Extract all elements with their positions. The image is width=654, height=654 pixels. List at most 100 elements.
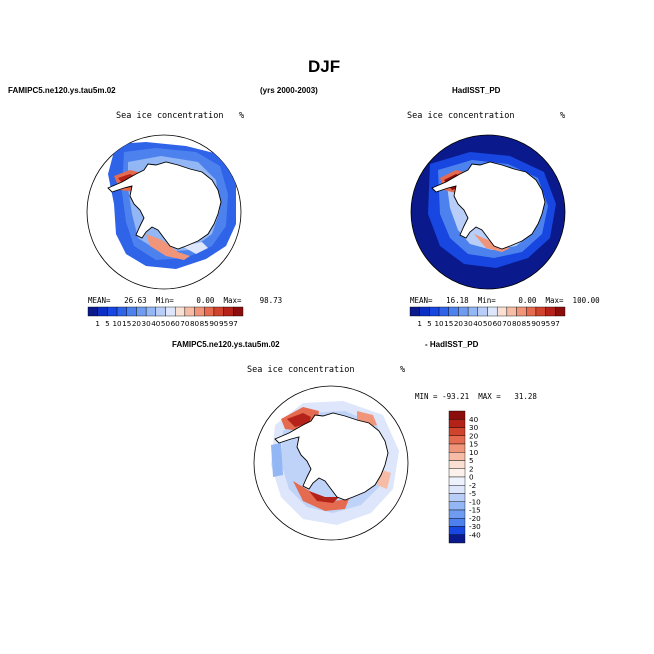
colorbar-swatch	[506, 306, 517, 317]
colorbar-swatch	[448, 476, 466, 486]
colorbar-tick-label: 0	[469, 473, 474, 482]
colorbar-swatch	[448, 518, 466, 527]
right-header: HadISST_PD	[452, 86, 501, 95]
colorbar-obs: 1 5 10 15 20 30 40 50 60 70 80 85 90 95 97	[409, 306, 566, 328]
colorbar-tick-label: 70	[502, 319, 512, 328]
colorbar-swatch	[409, 306, 420, 317]
ice-field	[146, 234, 190, 260]
colorbar-tick-label: 95	[541, 319, 550, 328]
colorbar-tick-label: -2	[469, 481, 476, 490]
colorbar-tick-label: 95	[219, 319, 228, 328]
colorbar-swatch	[448, 493, 466, 502]
colorbar-tick-label: 80	[190, 319, 200, 328]
colorbar-swatch	[448, 410, 466, 420]
colorbar-tick-label: 5	[469, 456, 474, 465]
colorbar-tick-label: -40	[469, 530, 481, 539]
colorbar-swatch	[448, 534, 466, 544]
colorbar-tick-label: 2	[469, 464, 474, 473]
colorbar-tick-label: 15	[122, 319, 131, 328]
center-header: (yrs 2000-2003)	[260, 86, 318, 95]
colorbar-swatch	[448, 306, 459, 317]
colorbar-tick-label: 85	[522, 319, 531, 328]
colorbar-tick-label: 40	[151, 319, 161, 328]
colorbar-swatch	[204, 306, 215, 317]
antarctica-outline	[274, 412, 389, 501]
left-header: FAMIPC5.ne120.ys.tau5m.02	[8, 86, 116, 95]
colorbar-swatch	[429, 306, 440, 317]
diff-header-left: FAMIPC5.ne120.ys.tau5m.02	[172, 340, 280, 349]
colorbar-tick-label: -5	[469, 489, 476, 498]
colorbar-tick-label: 90	[531, 319, 541, 328]
ice-field	[293, 481, 349, 511]
colorbar-tick-label: 40	[473, 319, 483, 328]
colorbar-swatch	[87, 306, 98, 317]
diff-header-right: - HadISST_PD	[425, 340, 479, 349]
colorbar-swatch	[184, 306, 195, 317]
ice-field	[271, 443, 283, 477]
colorbar-swatch	[448, 509, 466, 519]
colorbar-tick-label: 15	[469, 440, 478, 449]
colorbar-tick-label: 15	[444, 319, 453, 328]
colorbar-swatch	[438, 306, 449, 317]
colorbar-swatch	[136, 306, 147, 317]
colorbar-tick-label: 97	[229, 319, 238, 328]
colorbar-swatch	[448, 485, 466, 494]
panel-obs-label: Sea ice concentration	[407, 111, 515, 121]
colorbar-swatch	[233, 306, 244, 317]
colorbar-tick-label: 10	[434, 319, 444, 328]
colorbar-tick-label: 80	[512, 319, 522, 328]
colorbar-swatch	[145, 306, 157, 317]
colorbar-tick-label: 20	[132, 319, 142, 328]
colorbar-tick-label: 30	[469, 423, 479, 432]
colorbar-swatch	[448, 443, 466, 453]
colorbar-swatch	[448, 419, 466, 428]
colorbar-tick-label: 1	[417, 319, 422, 328]
colorbar-swatch	[545, 306, 556, 317]
colorbar-tick-label: 20	[469, 431, 479, 440]
colorbar-tick-label: 10	[469, 448, 479, 457]
colorbar-swatch	[448, 468, 466, 478]
colorbar-tick-label: 60	[171, 319, 181, 328]
panel-obs-stats: MEAN= 16.18 Min= 0.00 Max= 100.00	[410, 296, 600, 305]
antarctica-outline	[431, 161, 546, 250]
panel-model-units: %	[239, 111, 245, 121]
colorbar-model: 1 5 10 15 20 30 40 50 60 70 80 85 90 95 97	[87, 306, 244, 328]
colorbar-swatch	[155, 306, 166, 317]
colorbar-swatch	[223, 306, 234, 317]
colorbar-swatch	[194, 306, 205, 317]
colorbar-swatch	[467, 306, 479, 317]
panel-diff-minmax: MIN = -93.21 MAX = 31.28	[415, 392, 537, 401]
colorbar-swatch	[126, 306, 137, 317]
colorbar-swatch	[458, 306, 469, 317]
colorbar-tick-label: 97	[551, 319, 560, 328]
colorbar-swatch	[419, 306, 430, 317]
colorbar-tick-label: 10	[112, 319, 122, 328]
colorbar-tick-label: 5	[105, 319, 110, 328]
colorbar-tick-label: 30	[142, 319, 152, 328]
colorbar-swatch	[448, 427, 466, 436]
panel-diff-label: Sea ice concentration	[247, 365, 355, 375]
colorbar-swatch	[477, 306, 488, 317]
colorbar-swatch	[116, 306, 127, 317]
colorbar-tick-label: 90	[209, 319, 219, 328]
colorbar-tick-label: -15	[469, 506, 481, 515]
colorbar-tick-label: -10	[469, 497, 481, 506]
colorbar-tick-label: 50	[483, 319, 493, 328]
colorbar-swatch	[516, 306, 527, 317]
panel-diff-map	[253, 385, 409, 541]
colorbar-swatch	[448, 452, 466, 461]
panel-model-label: Sea ice concentration	[116, 111, 224, 121]
colorbar-tick-label: -30	[469, 522, 481, 531]
colorbar-swatch	[448, 501, 466, 511]
ice-field	[309, 491, 339, 503]
colorbar-tick-label: 30	[464, 319, 474, 328]
colorbar-swatch	[448, 435, 466, 445]
figure-title: DJF	[308, 57, 341, 76]
antarctica-outline	[107, 161, 222, 250]
colorbar-swatch	[535, 306, 546, 317]
colorbar-swatch	[496, 306, 508, 317]
colorbar-tick-label: 20	[454, 319, 464, 328]
colorbar-swatch	[487, 306, 498, 317]
colorbar-swatch	[97, 306, 108, 317]
